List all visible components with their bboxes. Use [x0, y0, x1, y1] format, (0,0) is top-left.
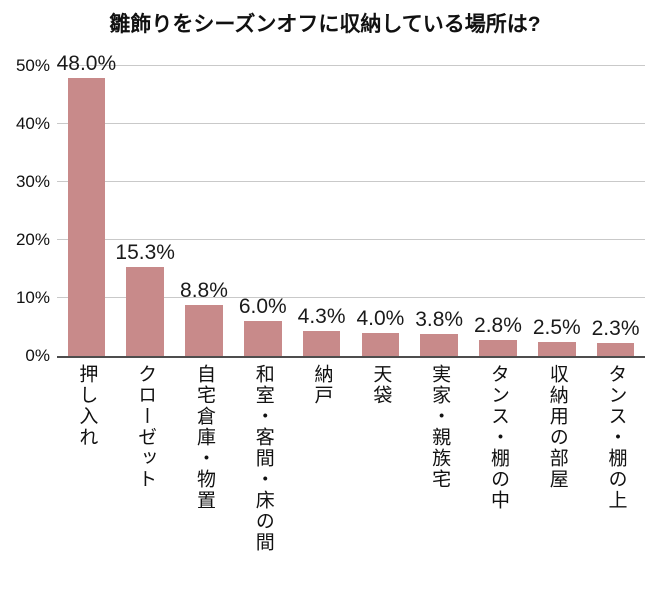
bar-value-label: 4.0%: [356, 306, 405, 330]
bar-value-label: 2.5%: [532, 315, 581, 339]
bar-value-label: 15.3%: [115, 241, 175, 265]
x-axis-label: 押し入れ: [76, 364, 98, 448]
x-axis-label: タンス・棚の上: [605, 364, 627, 511]
x-axis-label: クローゼット: [135, 364, 157, 490]
x-axis-label: 自宅倉庫・物置: [193, 364, 215, 511]
x-label-slot: 納戸: [292, 360, 351, 589]
x-axis: 押し入れ クローゼット 自宅倉庫・物置 和室・客間・床の間 納戸 天袋 実家・親族宅 タンス・…: [57, 360, 645, 589]
y-tick-label: 30%: [15, 172, 50, 191]
bar-slot: 2.8%: [469, 66, 528, 356]
x-axis-label: 実家・親族宅: [429, 364, 451, 490]
bar-value-label: 3.8%: [415, 307, 464, 331]
bar-slot: 4.3%: [292, 66, 351, 356]
bar-slot: 2.3%: [586, 66, 645, 356]
bar-slot: 48.0%: [57, 52, 116, 356]
gridline: [57, 297, 645, 298]
bar-slot: 3.8%: [410, 66, 469, 356]
y-tick-label: 10%: [15, 288, 50, 307]
plot-area: 48.0% 15.3% 8.8% 6.0% 4.3% 4.0% 3.8% 2.8% 2.5% 2.…: [57, 52, 645, 358]
x-label-slot: 押し入れ: [57, 360, 116, 589]
x-label-slot: 天袋: [351, 360, 410, 589]
x-label-slot: クローゼット: [116, 360, 175, 589]
bar-value-label: 8.8%: [180, 278, 228, 302]
chart-title: 雛飾りをシーズンオフに収納している場所は?: [109, 13, 541, 36]
bars-row: 48.0% 15.3% 8.8% 6.0% 4.3% 4.0% 3.8% 2.8% 2.5% 2.…: [57, 52, 645, 356]
bar-value-label: 2.8%: [474, 313, 522, 337]
bar-slot: 2.5%: [527, 66, 586, 356]
bar: [596, 342, 635, 356]
x-axis-label: 和室・客間・床の間: [252, 364, 274, 553]
y-tick-label: 0%: [25, 346, 50, 365]
y-tick-label: 40%: [15, 114, 50, 133]
bar: [479, 339, 517, 356]
x-label-slot: 和室・客間・床の間: [233, 360, 292, 589]
bar-slot: 15.3%: [115, 66, 175, 356]
bar: [361, 332, 400, 356]
gridline: [57, 181, 645, 182]
bar: [126, 267, 164, 356]
x-axis-label: 天袋: [370, 364, 392, 406]
bar-slot: 4.0%: [351, 66, 410, 356]
x-axis-label: 納戸: [311, 364, 333, 406]
bar-value-label: 4.3%: [297, 305, 346, 329]
gridline: [57, 65, 645, 66]
bar: [537, 341, 576, 356]
bar: [420, 333, 458, 356]
bar-slot: 6.0%: [233, 66, 292, 356]
bar: [67, 77, 106, 356]
bar-value-label: 2.3%: [591, 316, 640, 340]
x-label-slot: 実家・親族宅: [410, 360, 469, 589]
x-label-slot: タンス・棚の中: [469, 360, 528, 589]
gridline: [57, 123, 645, 124]
y-tick-label: 50%: [15, 56, 50, 75]
x-axis-label: タンス・棚の中: [487, 364, 509, 511]
bar: [243, 321, 282, 356]
bar-slot: 8.8%: [175, 66, 234, 356]
bar-value-label: 6.0%: [238, 295, 287, 319]
bar-value-label: 48.0%: [56, 51, 117, 75]
bar: [302, 331, 341, 356]
y-axis: 0% 10% 20% 30% 40% 50%: [0, 56, 52, 365]
x-label-slot: タンス・棚の上: [586, 360, 645, 589]
x-label-slot: 自宅倉庫・物置: [175, 360, 234, 589]
bar: [185, 304, 223, 356]
y-tick-label: 20%: [15, 230, 50, 249]
x-axis-label: 収納用の部屋: [546, 364, 568, 490]
gridline: [57, 239, 645, 240]
x-label-slot: 収納用の部屋: [527, 360, 586, 589]
